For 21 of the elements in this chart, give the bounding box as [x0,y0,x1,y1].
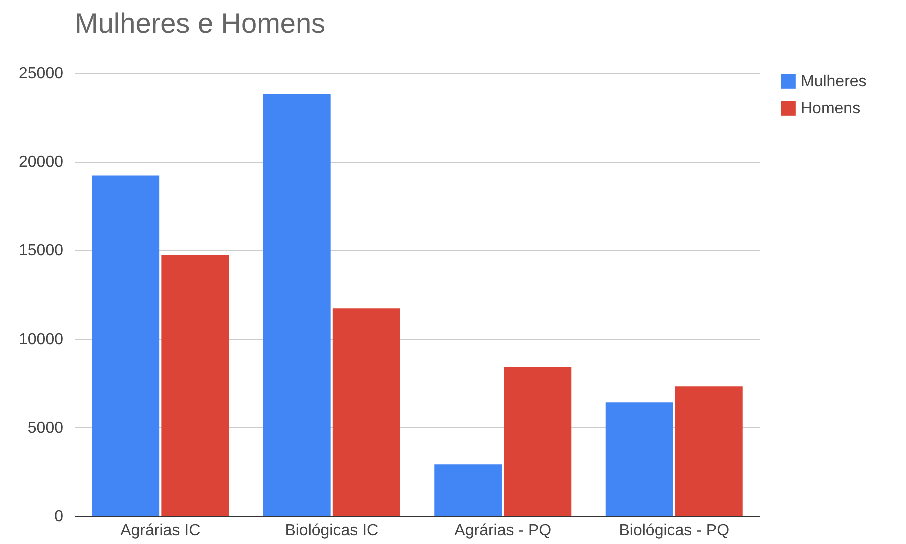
y-tick-label: 20000 [19,154,64,172]
chart-title: Mulheres e Homens [75,8,326,39]
bar [606,402,674,516]
y-tick-label: 25000 [19,66,64,82]
x-tick-label: Agrárias IC [120,522,201,540]
bar [504,367,572,516]
legend-label: Mulheres [801,74,867,90]
y-tick-label: 0 [54,508,64,526]
x-tick-label: Agrárias - PQ [454,522,552,540]
x-tick-label: Biológicas IC [285,522,379,540]
legend-label: Homens [801,100,861,118]
bar [675,386,743,516]
x-tick-label: Biológicas - PQ [619,522,730,540]
bar [332,308,400,516]
bar [434,464,502,516]
bar [162,256,230,516]
bar [92,176,160,516]
y-tick-label: 10000 [19,331,64,348]
y-tick-label: 5000 [28,420,64,437]
y-tick-label: 15000 [19,242,64,260]
bar [263,94,331,516]
